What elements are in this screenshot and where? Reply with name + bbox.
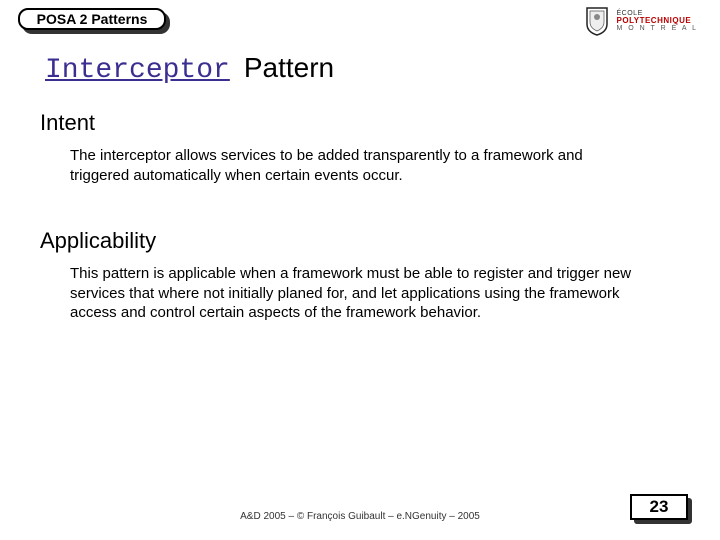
page-number: 23 <box>650 497 669 517</box>
posa-badge-label: POSA 2 Patterns <box>37 11 148 27</box>
school-logo: ÉCOLE POLYTECHNIQUE M O N T R É A L <box>583 6 698 36</box>
slide-title: Interceptor Pattern <box>45 52 680 86</box>
logo-line2: POLYTECHNIQUE <box>617 17 698 25</box>
page-number-badge: 23 <box>630 494 688 520</box>
logo-text: ÉCOLE POLYTECHNIQUE M O N T R É A L <box>617 10 698 32</box>
posa-badge: POSA 2 Patterns <box>18 8 166 30</box>
slide: POSA 2 Patterns ÉCOLE POLYTECHNIQUE M O … <box>0 0 720 540</box>
title-rest-part: Pattern <box>244 52 334 84</box>
intent-body: The interceptor allows services to be ad… <box>70 146 640 185</box>
logo-line3: M O N T R É A L <box>617 25 698 32</box>
title-mono-part: Interceptor <box>45 55 230 86</box>
applicability-heading: Applicability <box>40 228 156 254</box>
crest-icon <box>583 6 611 36</box>
applicability-body: This pattern is applicable when a framew… <box>70 264 640 323</box>
intent-heading: Intent <box>40 110 95 136</box>
footer-credit: A&D 2005 – © François Guibault – e.NGenu… <box>0 511 720 522</box>
